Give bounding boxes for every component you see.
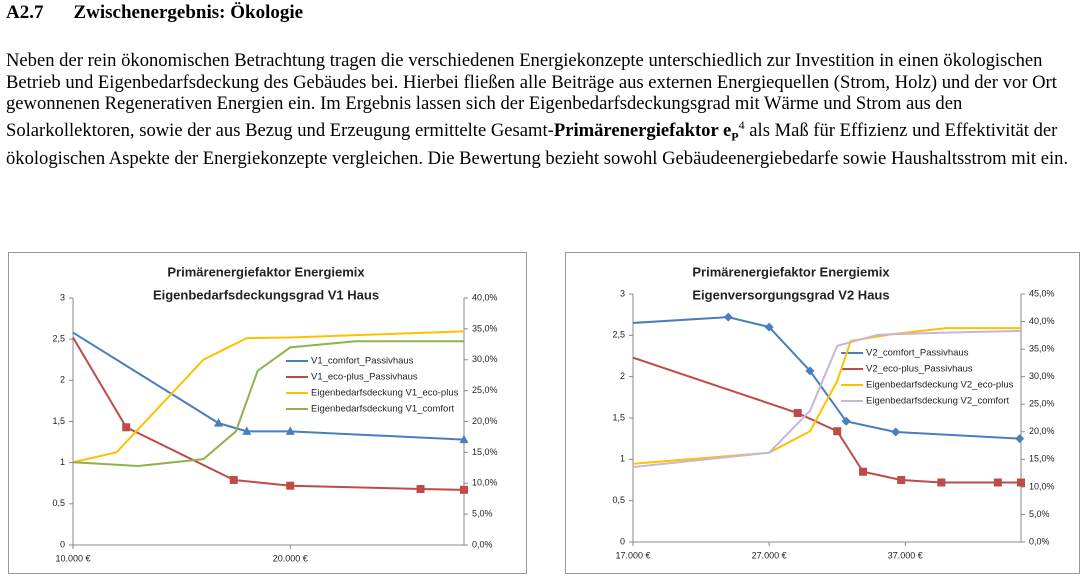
- legend-label: V1_eco-plus_Passivhaus: [311, 372, 418, 383]
- heading-number: A2.7: [6, 2, 44, 23]
- heading-title: Zwischenergebnis: Ökologie: [73, 2, 304, 23]
- y2-tick-label: 0,0%: [472, 539, 493, 549]
- legend-label: V1_comfort_Passivhaus: [311, 356, 414, 367]
- legend-label: V2_comfort_Passivhaus: [866, 348, 969, 359]
- marker: [460, 485, 468, 494]
- y2-tick-label: 15,0%: [1029, 454, 1055, 464]
- series-line: [72, 340, 464, 467]
- marker: [229, 475, 238, 484]
- chart-title: Primärenergiefaktor Energiemix: [167, 264, 365, 279]
- subscript: P: [731, 129, 739, 144]
- y-tick-label: 2,5: [612, 330, 625, 340]
- x-tick-label: 27.000 €: [752, 550, 787, 560]
- text: Neben der rein ökonomischen Betrachtung …: [6, 50, 1057, 141]
- y-tick-label: 1: [620, 454, 625, 464]
- y2-tick-label: 30,0%: [472, 354, 498, 364]
- legend-label: Eigenbedarfsdeckung V2_eco-plus: [866, 380, 1014, 391]
- x-tick-label: 17.000 €: [615, 550, 650, 560]
- marker: [286, 481, 295, 490]
- y-tick-label: 0: [60, 539, 65, 549]
- marker: [214, 418, 224, 427]
- y2-tick-label: 10,0%: [1029, 481, 1055, 491]
- legend-label: V2_eco-plus_Passivhaus: [866, 364, 973, 375]
- marker: [122, 423, 131, 432]
- bold-term: Primärenergiefaktor e: [553, 119, 732, 141]
- marker: [841, 416, 851, 426]
- y-tick-label: 1,5: [612, 412, 625, 422]
- y2-tick-label: 25,0%: [472, 385, 498, 395]
- y2-tick-label: 20,0%: [472, 416, 498, 426]
- text: als Maß für Effizienz und Effektivität d…: [6, 119, 1069, 170]
- heading: A2.7 Zwischenergebnis: Ökologie: [6, 2, 303, 24]
- y2-tick-label: 10,0%: [472, 478, 498, 488]
- y2-tick-label: 15,0%: [472, 447, 498, 457]
- marker: [793, 409, 802, 418]
- y2-tick-label: 0,0%: [1029, 536, 1050, 546]
- y-tick-label: 2: [620, 371, 625, 381]
- legend-label: Eigenbedarfsdeckung V1_eco-plus: [311, 388, 459, 399]
- marker: [859, 467, 868, 476]
- marker: [1015, 434, 1025, 444]
- y2-tick-label: 40,0%: [472, 292, 498, 302]
- chart: Primärenergiefaktor Energiemix Eigenverso…: [565, 252, 1080, 574]
- chart-title: Primärenergiefaktor Energiemix: [692, 264, 890, 279]
- legend-label: Eigenbedarfsdeckung V2_comfort: [866, 396, 1009, 407]
- series-line: [632, 329, 1022, 469]
- marker: [459, 434, 469, 444]
- y2-tick-label: 20,0%: [1029, 426, 1055, 436]
- y-tick-label: 1: [60, 457, 65, 467]
- series-line: [632, 356, 1021, 484]
- chart-subtitle: Eigenversorgungsgrad V2 Haus: [692, 287, 889, 302]
- marker: [805, 366, 815, 376]
- marker: [764, 322, 774, 332]
- y-tick-label: 3: [60, 292, 65, 302]
- legend-label: Eigenbedarfsdeckung V1_comfort: [311, 404, 454, 415]
- y-tick-label: 3: [620, 288, 625, 298]
- marker: [937, 478, 946, 487]
- y-tick-label: 2,5: [52, 334, 65, 344]
- series-line: [72, 331, 465, 441]
- marker: [993, 478, 1002, 487]
- y-tick-label: 0: [620, 536, 625, 546]
- marker: [897, 476, 906, 484]
- y2-tick-label: 35,0%: [472, 323, 498, 333]
- series-line: [632, 327, 1021, 465]
- y2-tick-label: 40,0%: [1029, 316, 1055, 326]
- marker: [1017, 478, 1025, 487]
- y2-tick-label: 5,0%: [472, 509, 493, 519]
- x-tick-label: 20.000 €: [273, 553, 308, 563]
- x-tick-label: 37.000 €: [888, 550, 923, 560]
- chart-subtitle: Eigenbedarfsdeckungsgrad V1 Haus: [153, 287, 379, 302]
- marker: [723, 312, 733, 322]
- x-tick-label: 10.000 €: [55, 553, 90, 563]
- marker: [285, 426, 295, 435]
- chart: Primärenergiefaktor Energiemix Eigenbedar…: [8, 252, 527, 574]
- y2-tick-label: 45,0%: [1029, 288, 1055, 298]
- marker: [242, 426, 252, 435]
- marker: [891, 427, 901, 437]
- y-tick-label: 0,5: [52, 498, 65, 508]
- marker: [833, 427, 842, 436]
- y2-tick-label: 30,0%: [1029, 371, 1055, 381]
- series-line: [72, 330, 465, 464]
- y2-tick-label: 5,0%: [1029, 509, 1050, 519]
- y-tick-label: 0,5: [612, 495, 625, 505]
- paragraph: Neben der rein ökonomischen Betrachtung …: [6, 50, 1084, 170]
- y2-tick-label: 25,0%: [1029, 399, 1055, 409]
- marker: [416, 485, 425, 494]
- y-tick-label: 1,5: [52, 416, 65, 426]
- footnote: 4: [738, 117, 745, 132]
- y-tick-label: 2: [60, 375, 65, 385]
- series-line: [72, 337, 465, 491]
- y2-tick-label: 35,0%: [1029, 343, 1055, 353]
